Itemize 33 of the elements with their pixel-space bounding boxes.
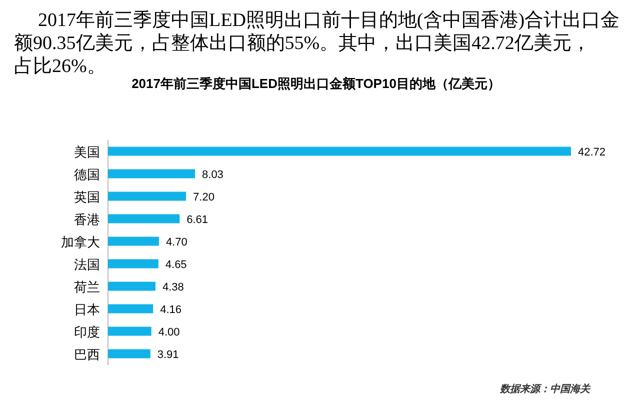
bar (108, 326, 152, 336)
y-tick-label: 加拿大 (61, 234, 100, 250)
y-tick-label: 英国 (74, 189, 100, 204)
y-tick-label: 荷兰 (74, 279, 100, 294)
data-label: 4.16 (160, 304, 182, 316)
data-label: 3.91 (157, 348, 179, 361)
data-label: 4.65 (165, 258, 187, 271)
bar (108, 304, 154, 314)
data-label: 4.38 (162, 281, 184, 294)
y-tick-label: 美国 (74, 144, 100, 160)
data-label: 42.72 (578, 146, 606, 158)
data-label: 4.00 (158, 326, 180, 338)
intro: 2017年前三季度中国LED照明出口前十目的地(含中国香港)合计出口金额90.35亿美元，占整体出口额的55%。其中，出口美国42.72亿美元，占比26%。 (14, 10, 620, 77)
data-label: 8.03 (202, 168, 224, 181)
y-tick-label: 法国 (74, 256, 100, 272)
bar (108, 192, 186, 201)
data-label: 4.70 (166, 236, 188, 248)
data-label: 7.20 (193, 191, 214, 204)
data-label: 6.61 (186, 214, 208, 226)
y-tick-label: 香港 (74, 212, 100, 227)
chart-title: 2017年前三季度中国LED照明出口金额TOP10目的地（亿美元） (132, 76, 500, 91)
y-tick-label: 德国 (74, 166, 100, 182)
bar (108, 236, 159, 246)
y-tick-label: 巴西 (74, 346, 100, 362)
y-tick-label: 印度 (74, 324, 100, 340)
y-tick-label: 日本 (74, 302, 100, 317)
bar (108, 349, 150, 358)
bar (108, 214, 180, 224)
bar (108, 282, 156, 291)
bar (108, 146, 571, 156)
bar (108, 169, 196, 178)
bar (108, 259, 158, 268)
source-note: 数据来源：中国海关 (499, 383, 591, 395)
